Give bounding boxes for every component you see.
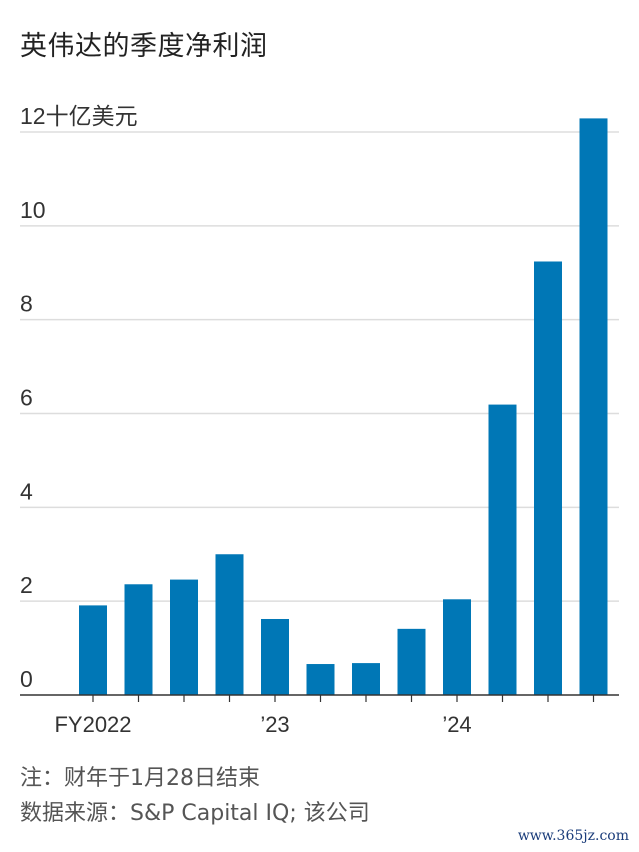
- bar: [306, 664, 335, 695]
- y-tick-label: 2: [20, 572, 33, 598]
- bar: [215, 554, 244, 695]
- x-tick-label: FY2022: [54, 712, 131, 737]
- bar: [534, 261, 562, 695]
- y-tick-label: 8: [20, 291, 33, 317]
- bar: [170, 579, 198, 695]
- y-tick-label: 12十亿美元: [20, 103, 138, 129]
- bar: [488, 404, 517, 695]
- x-tick-label: ’23: [260, 712, 289, 737]
- footnote: 注：财年于1月28日结束: [20, 766, 260, 791]
- y-tick-label: 6: [20, 385, 33, 411]
- bar: [261, 618, 289, 695]
- bar: [124, 584, 153, 695]
- bar: [79, 605, 107, 695]
- source-note: 数据来源：S&P Capital IQ; 该公司: [20, 801, 370, 826]
- y-tick-label: 4: [20, 478, 33, 504]
- chart-title: 英伟达的季度净利润: [20, 31, 268, 62]
- watermark: www.365jz.com: [517, 828, 629, 844]
- x-tick-label: ’24: [442, 712, 471, 737]
- bar-chart: 0 2 4 6 8 10 12十亿美元 FY2022 ’23 ’24: [20, 103, 619, 737]
- bar: [397, 628, 426, 695]
- y-tick-label: 0: [20, 666, 33, 692]
- bar: [443, 599, 471, 695]
- bar: [352, 663, 380, 695]
- bar: [579, 118, 608, 695]
- y-tick-label: 10: [20, 197, 46, 223]
